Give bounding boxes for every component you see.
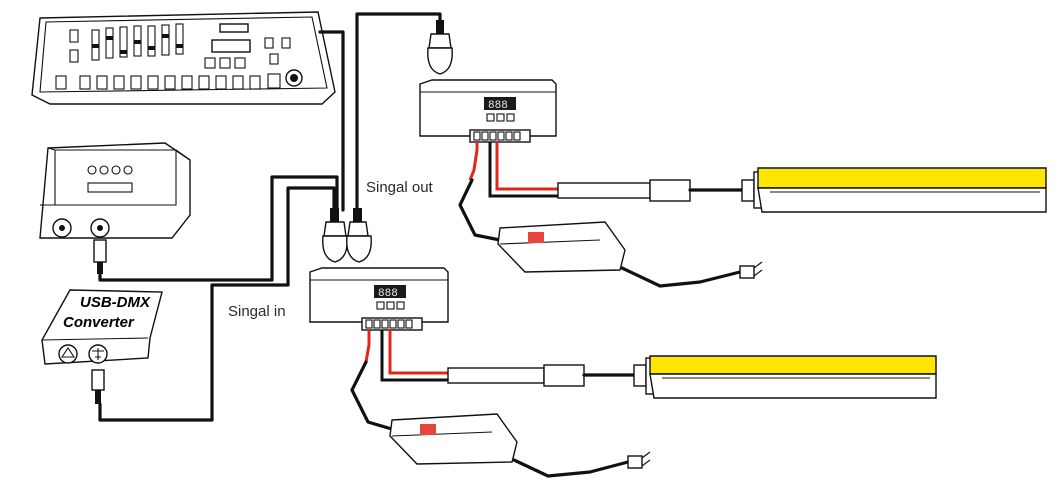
top-wiring xyxy=(458,142,763,242)
top-led-driver xyxy=(497,221,763,288)
dmx-console xyxy=(31,11,336,105)
usb-dmx-converter: USB-DMX Converter xyxy=(41,289,163,404)
converter-title-line1: USB-DMX xyxy=(80,294,151,311)
converter-title-line2: Converter xyxy=(63,314,135,331)
bottom-dmx-decoder: 888 xyxy=(309,267,449,331)
top-led-strip xyxy=(757,167,1047,213)
dmx-controller-box xyxy=(39,142,191,274)
top-xlr-connector xyxy=(427,20,453,75)
bottom-led-strip xyxy=(649,355,937,399)
bottom-decoder-display: 888 xyxy=(378,288,398,300)
top-decoder-display: 888 xyxy=(488,100,508,112)
bottom-wiring xyxy=(350,330,655,432)
top-dmx-decoder: 888 xyxy=(419,79,557,143)
bottom-led-driver xyxy=(389,413,651,478)
signal-out-label: Singal out xyxy=(366,179,434,196)
signal-connectors xyxy=(322,208,372,263)
signal-in-label: Singal in xyxy=(228,303,286,320)
